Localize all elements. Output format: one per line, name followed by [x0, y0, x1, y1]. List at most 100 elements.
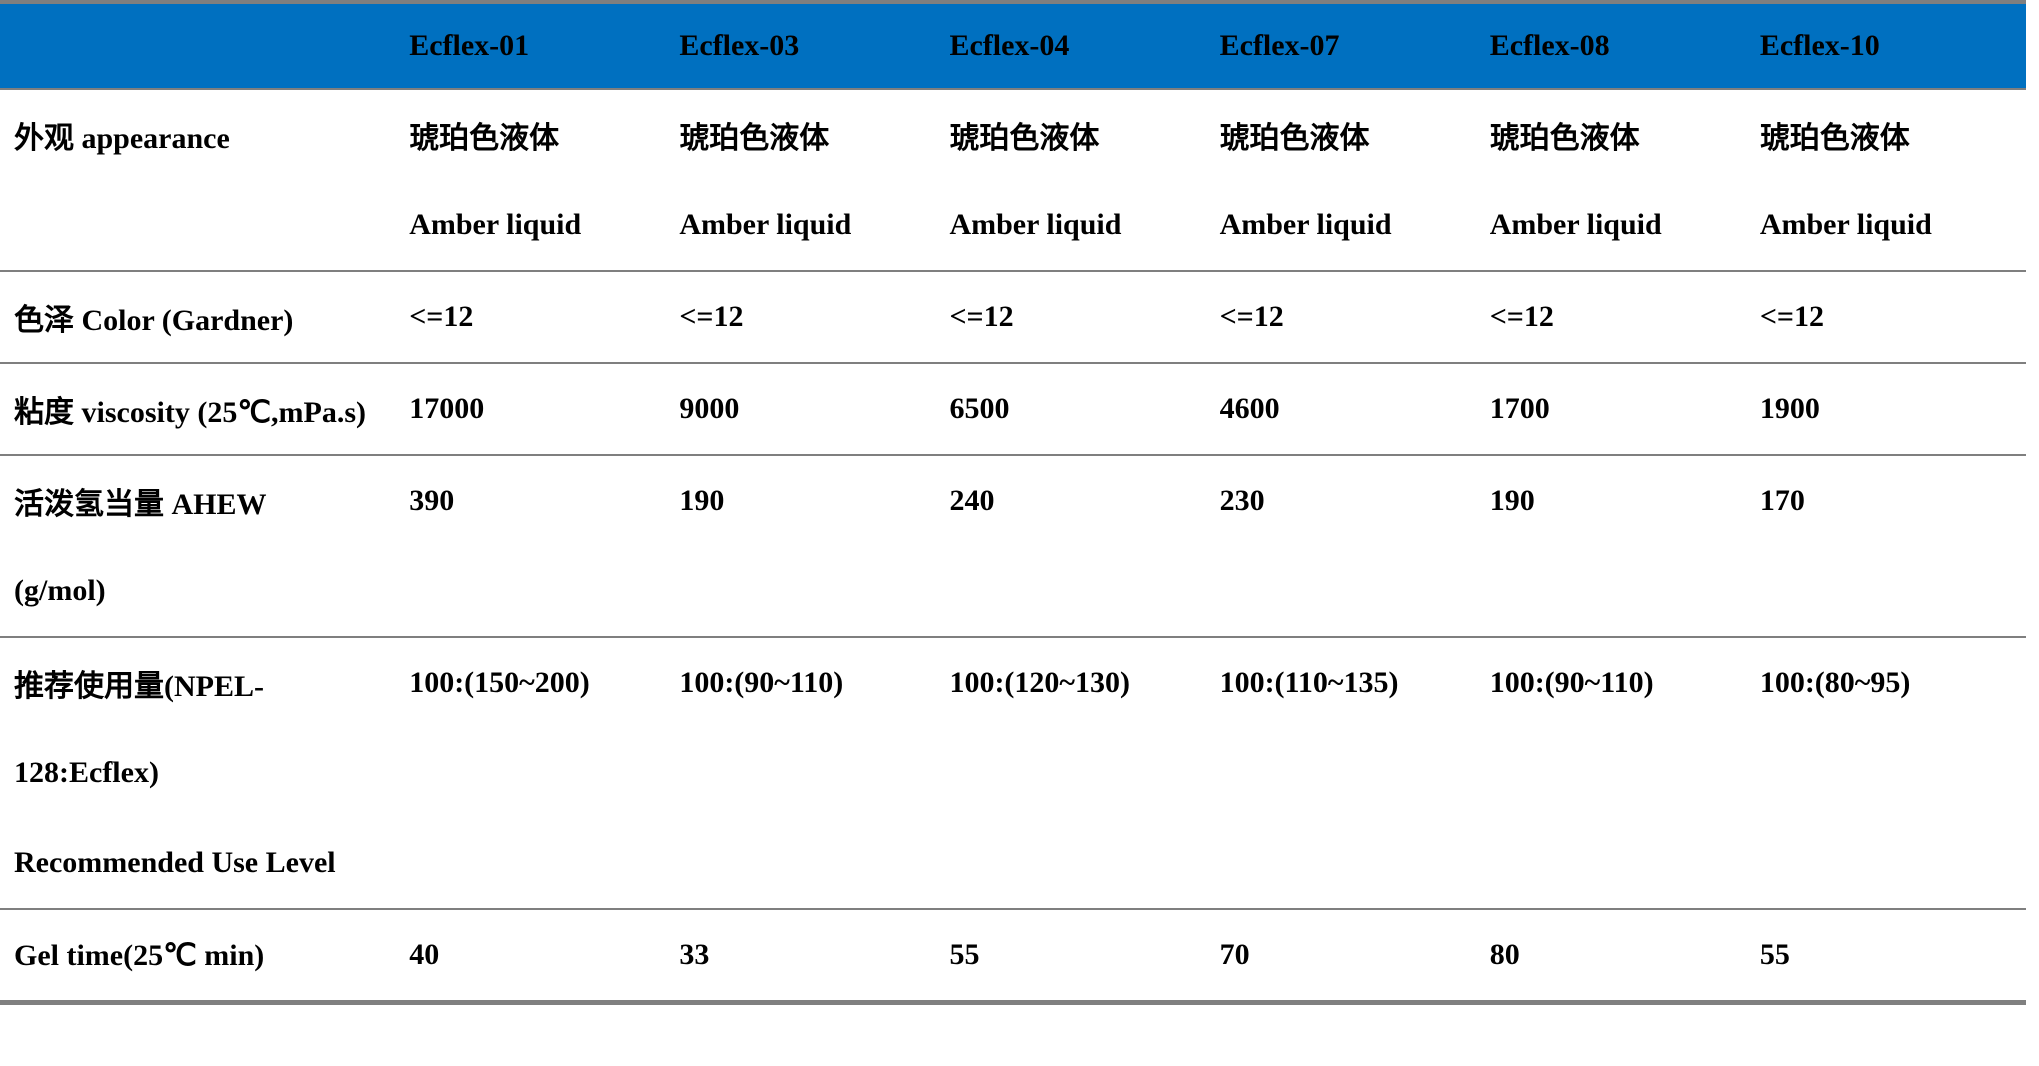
value-line: Amber liquid	[1489, 208, 1662, 241]
value-cell-recommended-use-level-ecflex-07: 100:(110~135)	[1216, 637, 1486, 909]
value-cell-recommended-use-level-ecflex-10: 100:(80~95)	[1756, 637, 2026, 909]
value-line: 9000	[679, 392, 740, 425]
value-line: 17000	[409, 392, 485, 425]
value-cell-ahew-ecflex-04: 240	[945, 455, 1215, 637]
value-line: Amber liquid	[679, 208, 852, 241]
value-cell-color-gardner-ecflex-08: <=12	[1486, 271, 1756, 363]
value-cell-viscosity-ecflex-08: 1700	[1486, 363, 1756, 455]
value-line: Amber liquid	[1759, 208, 1932, 241]
table-body: 外观 appearance 琥珀色液体 Amber liquid 琥珀色液体 Amber…	[0, 89, 2026, 1003]
value-line: 琥珀色液体	[679, 122, 830, 155]
value-line: 6500	[949, 392, 1010, 425]
value-cell-appearance-ecflex-07: 琥珀色液体 Amber liquid	[1216, 89, 1486, 271]
value-cell-viscosity-ecflex-03: 9000	[675, 363, 945, 455]
value-line: 1700	[1489, 392, 1550, 425]
row-label-line: (g/mol)	[14, 574, 106, 607]
value-line: 190	[679, 484, 725, 517]
value-line: 100:(150~200)	[409, 666, 590, 699]
value-cell-appearance-ecflex-04: 琥珀色液体 Amber liquid	[945, 89, 1215, 271]
value-line: 4600	[1219, 392, 1280, 425]
value-cell-color-gardner-ecflex-04: <=12	[945, 271, 1215, 363]
value-line: 240	[949, 484, 995, 517]
column-header-ecflex-04: Ecflex-04	[945, 2, 1216, 90]
value-cell-ahew-ecflex-07: 230	[1216, 455, 1486, 637]
column-header-ecflex-07: Ecflex-07	[1215, 2, 1486, 90]
value-line: Amber liquid	[949, 208, 1122, 241]
row-label-line: 活泼氢当量 AHEW	[14, 488, 267, 521]
value-line: 80	[1489, 938, 1520, 971]
value-cell-viscosity-ecflex-07: 4600	[1216, 363, 1486, 455]
value-line: 390	[409, 484, 455, 517]
column-header-ecflex-10: Ecflex-10	[1755, 2, 2026, 90]
header-row: Ecflex-01 Ecflex-03 Ecflex-04 Ecflex-07 Ecfl…	[0, 2, 2026, 90]
value-line: 55	[1759, 938, 1790, 971]
row-label-line: Gel time(25℃ min)	[14, 938, 265, 972]
value-cell-gel-time-ecflex-07: 70	[1216, 909, 1486, 1003]
value-line: 琥珀色液体	[1489, 122, 1640, 155]
value-cell-gel-time-ecflex-04: 55	[945, 909, 1215, 1003]
value-cell-color-gardner-ecflex-03: <=12	[675, 271, 945, 363]
value-line: 琥珀色液体	[409, 122, 560, 155]
value-cell-appearance-ecflex-03: 琥珀色液体 Amber liquid	[675, 89, 945, 271]
row-label-appearance: 外观 appearance	[0, 89, 405, 271]
value-cell-appearance-ecflex-01: 琥珀色液体 Amber liquid	[405, 89, 675, 271]
value-cell-color-gardner-ecflex-10: <=12	[1756, 271, 2026, 363]
value-cell-ahew-ecflex-10: 170	[1756, 455, 2026, 637]
value-cell-recommended-use-level-ecflex-04: 100:(120~130)	[945, 637, 1215, 909]
value-line: <=12	[409, 300, 474, 333]
row-label-line: 推荐使用量(NPEL-	[14, 670, 264, 703]
value-cell-recommended-use-level-ecflex-01: 100:(150~200)	[405, 637, 675, 909]
value-cell-viscosity-ecflex-01: 17000	[405, 363, 675, 455]
row-label-line: 粘度 viscosity (25℃,mPa.s)	[14, 396, 366, 429]
row-label-line: 128:Ecflex)	[14, 756, 159, 789]
row-label-line: 色泽 Color (Gardner)	[14, 304, 294, 337]
value-cell-appearance-ecflex-08: 琥珀色液体 Amber liquid	[1486, 89, 1756, 271]
table-row-recommended-use-level: 推荐使用量(NPEL- 128:Ecflex) Recommended Use Le…	[0, 637, 2026, 909]
value-line: 100:(90~110)	[1489, 666, 1654, 699]
column-header-ecflex-03: Ecflex-03	[675, 2, 946, 90]
value-cell-ahew-ecflex-01: 390	[405, 455, 675, 637]
value-line: 100:(90~110)	[679, 666, 844, 699]
value-cell-gel-time-ecflex-08: 80	[1486, 909, 1756, 1003]
value-line: 230	[1219, 484, 1265, 517]
row-label-gel-time: Gel time(25℃ min)	[0, 909, 405, 1003]
table-row-color-gardner: 色泽 Color (Gardner) <=12 <=12 <=12 <=12 <=12 <=…	[0, 271, 2026, 363]
row-label-recommended-use-level: 推荐使用量(NPEL- 128:Ecflex) Recommended Use Le…	[0, 637, 405, 909]
value-cell-color-gardner-ecflex-07: <=12	[1216, 271, 1486, 363]
value-cell-ahew-ecflex-03: 190	[675, 455, 945, 637]
value-cell-gel-time-ecflex-10: 55	[1756, 909, 2026, 1003]
value-line: Amber liquid	[1219, 208, 1392, 241]
value-line: 100:(110~135)	[1219, 666, 1399, 699]
value-line: <=12	[1219, 300, 1284, 333]
row-label-line: Recommended Use Level	[14, 846, 336, 879]
row-label-ahew: 活泼氢当量 AHEW (g/mol)	[0, 455, 405, 637]
column-header-ecflex-01: Ecflex-01	[405, 2, 676, 90]
value-line: 190	[1489, 484, 1535, 517]
table-row-viscosity: 粘度 viscosity (25℃,mPa.s) 17000 9000 6500 460…	[0, 363, 2026, 455]
value-cell-viscosity-ecflex-10: 1900	[1756, 363, 2026, 455]
value-cell-ahew-ecflex-08: 190	[1486, 455, 1756, 637]
value-cell-gel-time-ecflex-01: 40	[405, 909, 675, 1003]
value-line: 33	[679, 938, 710, 971]
value-line: 琥珀色液体	[1759, 122, 1910, 155]
value-cell-appearance-ecflex-10: 琥珀色液体 Amber liquid	[1756, 89, 2026, 271]
value-line: 100:(80~95)	[1759, 666, 1911, 699]
value-line: 1900	[1759, 392, 1820, 425]
column-header-ecflex-08: Ecflex-08	[1485, 2, 1756, 90]
value-line: 40	[409, 938, 440, 971]
value-cell-color-gardner-ecflex-01: <=12	[405, 271, 675, 363]
value-line: 100:(120~130)	[949, 666, 1131, 699]
row-label-line: 外观 appearance	[14, 122, 230, 155]
value-cell-recommended-use-level-ecflex-03: 100:(90~110)	[675, 637, 945, 909]
table-row-ahew: 活泼氢当量 AHEW (g/mol) 390 190 240 230 190 170	[0, 455, 2026, 637]
value-line: 170	[1759, 484, 1805, 517]
value-line: <=12	[1759, 300, 1825, 333]
value-line: 琥珀色液体	[1219, 122, 1370, 155]
value-line: 琥珀色液体	[949, 122, 1100, 155]
value-line: <=12	[1489, 300, 1554, 333]
table-row-gel-time: Gel time(25℃ min) 40 33 55 70 80 55	[0, 909, 2026, 1003]
row-label-color-gardner: 色泽 Color (Gardner)	[0, 271, 405, 363]
table-header: Ecflex-01 Ecflex-03 Ecflex-04 Ecflex-07 Ecfl…	[0, 2, 2026, 90]
value-cell-gel-time-ecflex-03: 33	[675, 909, 945, 1003]
